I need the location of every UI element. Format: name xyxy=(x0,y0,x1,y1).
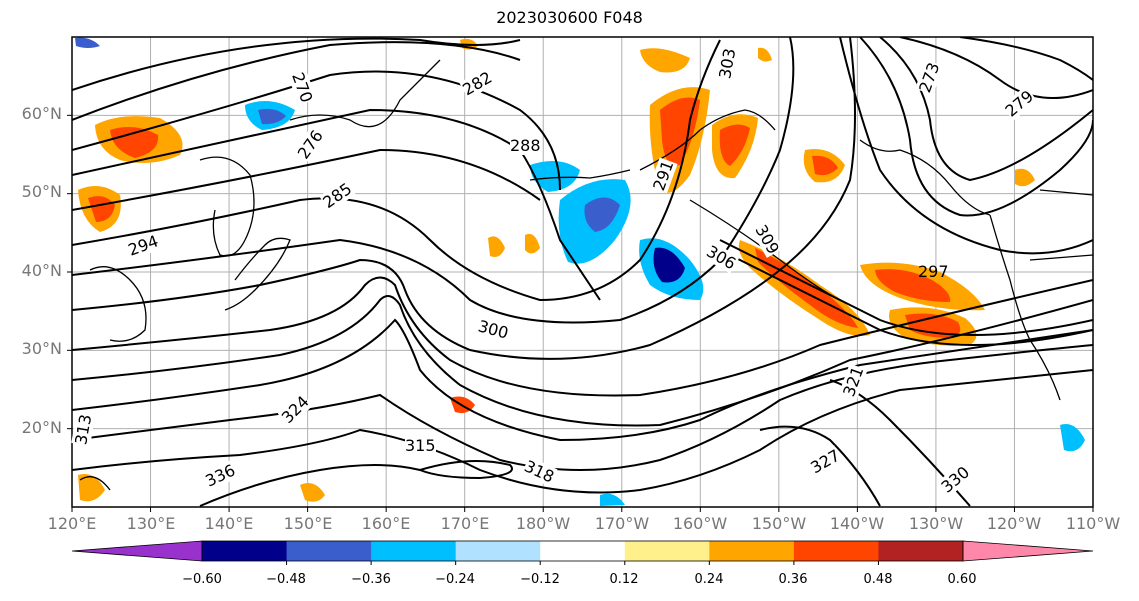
lon-tick-label: 110°W xyxy=(1065,514,1121,533)
colorbar-extend-min xyxy=(71,540,203,562)
lon-tick-label: 130°W xyxy=(908,514,964,533)
lon-tick-label: 170°E xyxy=(440,514,490,533)
colorbar-tick-label: −0.12 xyxy=(520,572,560,587)
contour-label: 315 xyxy=(405,436,436,455)
lon-tick-label: 140°E xyxy=(204,514,254,533)
colorbar-tick-label: 0.24 xyxy=(694,572,724,587)
colorbar xyxy=(71,540,1094,565)
colorbar-tick-label: 0.60 xyxy=(947,572,977,587)
lat-tick-label: 20°N xyxy=(21,418,62,437)
colorbar-segment xyxy=(371,541,457,561)
colorbar-segment xyxy=(709,541,795,561)
lon-tick-label: 180°W xyxy=(515,514,571,533)
colorbar-tick-label: −0.48 xyxy=(266,572,306,587)
colorbar-segment xyxy=(286,541,372,561)
colorbar-tick-label: 0.48 xyxy=(863,572,893,587)
lon-tick-label: 170°W xyxy=(594,514,650,533)
colorbar-segment xyxy=(624,541,710,561)
lat-tick-label: 60°N xyxy=(21,104,62,123)
colorbar-segment xyxy=(202,541,288,561)
colorbar-tick-label: −0.24 xyxy=(435,572,475,587)
colorbar-segment xyxy=(793,541,879,561)
colorbar-segment xyxy=(455,541,541,561)
contour-lines xyxy=(72,37,1093,507)
contour-label: 297 xyxy=(918,262,949,281)
lon-tick-label: 120°W xyxy=(986,514,1042,533)
colorbar-segment xyxy=(540,541,626,561)
lon-tick-label: 130°E xyxy=(126,514,176,533)
lat-tick-label: 50°N xyxy=(21,182,62,201)
coastlines xyxy=(79,59,1093,491)
lat-tick-label: 40°N xyxy=(21,261,62,280)
lat-tick-label: 30°N xyxy=(21,339,62,358)
shaded-regions xyxy=(75,37,1085,506)
colorbar-tick-label: 0.36 xyxy=(778,572,808,587)
map-title: 2023030600 F048 xyxy=(496,8,643,27)
colorbar-extend-max xyxy=(962,540,1094,562)
lon-tick-label: 150°W xyxy=(751,514,807,533)
lon-tick-label: 160°W xyxy=(672,514,728,533)
contour-label: 288 xyxy=(510,136,541,155)
colorbar-tick-label: 0.12 xyxy=(609,572,639,587)
lon-tick-label: 150°E xyxy=(283,514,333,533)
colorbar-tick-label: −0.60 xyxy=(182,572,222,587)
colorbar-outline xyxy=(201,540,964,562)
lon-tick-label: 140°W xyxy=(829,514,885,533)
lon-tick-label: 160°E xyxy=(361,514,411,533)
colorbar-segment xyxy=(878,541,964,561)
lon-tick-label: 120°E xyxy=(47,514,97,533)
colorbar-tick-label: −0.36 xyxy=(351,572,391,587)
